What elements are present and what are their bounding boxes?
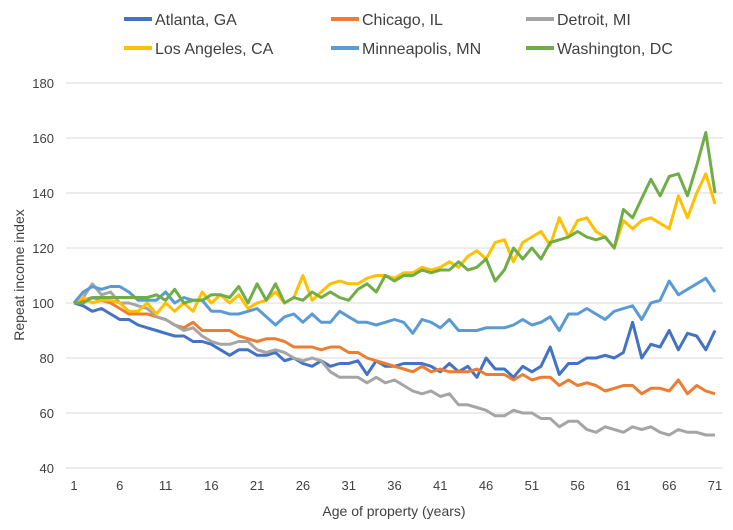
x-tick-label: 61 — [616, 478, 630, 493]
gridlines — [66, 82, 723, 469]
y-tick-label: 140 — [32, 186, 54, 201]
x-tick-label: 31 — [341, 478, 355, 493]
x-axis-ticks: 1 6 11 16 21 26 31 36 41 46 51 56 61 66 71 — [70, 478, 722, 493]
y-tick-label: 100 — [32, 296, 54, 311]
y-axis-ticks: 40 60 80 100 120 140 160 180 — [32, 76, 54, 476]
y-tick-label: 160 — [32, 131, 54, 146]
x-axis-label: Age of property (years) — [322, 503, 465, 519]
x-tick-label: 11 — [159, 478, 173, 493]
legend-label: Los Angeles, CA — [155, 41, 274, 58]
x-tick-label: 56 — [570, 478, 584, 493]
y-tick-label: 40 — [40, 461, 54, 476]
series-line-washington-dc — [74, 131, 717, 305]
x-tick-label: 66 — [662, 478, 676, 493]
x-tick-label: 41 — [433, 478, 447, 493]
legend-label: Washington, DC — [557, 41, 673, 58]
y-tick-label: 120 — [32, 241, 54, 256]
y-axis-label: Repeat income index — [11, 209, 27, 341]
x-tick-label: 21 — [250, 478, 264, 493]
legend-label: Chicago, IL — [362, 12, 443, 29]
x-tick-label: 36 — [387, 478, 401, 493]
legend-label: Detroit, MI — [557, 12, 631, 29]
y-tick-label: 60 — [40, 406, 54, 421]
x-tick-label: 46 — [479, 478, 493, 493]
x-tick-label: 51 — [525, 478, 539, 493]
legend-label: Atlanta, GA — [155, 12, 237, 29]
x-tick-label: 16 — [204, 478, 218, 493]
legend: Atlanta, GA Chicago, IL Detroit, MI Los Ang… — [124, 12, 673, 58]
series-lines — [72, 131, 717, 437]
series-line-chicago-il — [73, 296, 716, 396]
y-tick-label: 180 — [32, 76, 54, 91]
series-line-detroit-mi — [73, 282, 715, 437]
x-tick-label: 26 — [296, 478, 310, 493]
x-tick-label: 6 — [116, 478, 123, 493]
x-tick-label: 1 — [70, 478, 77, 493]
legend-label: Minneapolis, MN — [362, 41, 481, 58]
y-tick-label: 80 — [40, 351, 54, 366]
x-tick-label: 71 — [708, 478, 722, 493]
